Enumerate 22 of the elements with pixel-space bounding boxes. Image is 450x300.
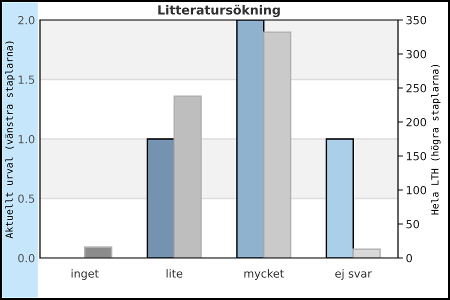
y2-tick-label: 350 bbox=[406, 16, 426, 24]
x-tick-label: lite bbox=[166, 269, 182, 278]
y2-tick-label: 250 bbox=[406, 84, 426, 92]
chart-title: Litteratursökning bbox=[158, 4, 280, 18]
y2-tick-label: 150 bbox=[406, 152, 426, 160]
y-tick-label: 0.0 bbox=[18, 254, 34, 262]
x-tick-label: inget bbox=[72, 269, 99, 280]
y-tick-label: 2.0 bbox=[18, 16, 34, 24]
y2-tick-label: 300 bbox=[406, 50, 426, 58]
x-tick-label: mycket bbox=[244, 269, 284, 280]
y2-tick-label: 50 bbox=[406, 220, 420, 228]
bar bbox=[352, 248, 381, 258]
y-tick-label: 1.5 bbox=[18, 76, 34, 84]
x-tick-label: ej svar bbox=[335, 269, 372, 280]
y-tick-label: 1.0 bbox=[18, 134, 34, 144]
y-tick-label: 0.5 bbox=[18, 194, 34, 203]
y-axis-title: Aktuellt urval (vänstra staplarna) bbox=[5, 42, 15, 238]
y2-tick-label: 200 bbox=[406, 118, 426, 126]
y2-axis-title: Hela LTH (högra staplarna) bbox=[431, 64, 441, 214]
y2-tick-label: 0 bbox=[406, 254, 412, 262]
bar bbox=[84, 246, 112, 258]
y2-tick-label: 100 bbox=[406, 186, 426, 194]
